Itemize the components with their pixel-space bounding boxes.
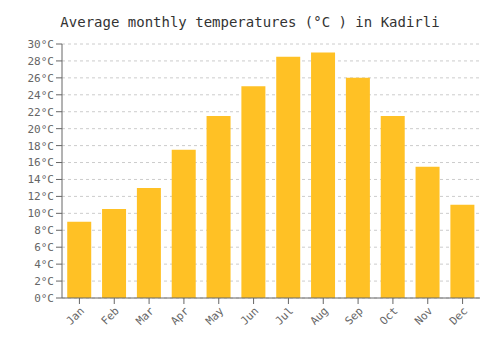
svg-text:20°C: 20°C [28,123,55,136]
svg-text:Sep: Sep [342,304,365,327]
svg-text:4°C: 4°C [34,258,54,271]
svg-text:Apr: Apr [168,304,192,328]
svg-text:2°C: 2°C [34,275,54,288]
svg-text:Mar: Mar [133,304,157,328]
svg-text:0°C: 0°C [34,292,54,305]
svg-text:Feb: Feb [99,304,122,327]
svg-text:Jun: Jun [238,304,261,327]
svg-text:10°C: 10°C [28,207,55,220]
svg-text:18°C: 18°C [28,140,55,153]
svg-text:26°C: 26°C [28,72,55,85]
html-text:Average monthly temperatures (: Average monthly temperatures (°C ) in Ka… [60,14,440,30]
svg-text:22°C: 22°C [28,106,55,119]
svg-text:30°C: 30°C [28,38,55,51]
svg-text:24°C: 24°C [28,89,55,102]
svg-text:28°C: 28°C [28,55,55,68]
svg-text:Aug: Aug [308,304,331,327]
svg-text:14°C: 14°C [28,173,55,186]
svg-text:Oct: Oct [377,304,400,327]
svg-text:May: May [203,304,227,328]
svg-text:16°C: 16°C [28,156,55,169]
svg-text:6°C: 6°C [34,241,54,254]
svg-text:Jul: Jul [273,304,296,327]
svg-text:Jan: Jan [64,304,87,327]
svg-text:Dec: Dec [447,304,470,327]
svg-text:Nov: Nov [412,304,436,328]
svg-text:8°C: 8°C [34,224,54,237]
svg-text:12°C: 12°C [28,190,55,203]
